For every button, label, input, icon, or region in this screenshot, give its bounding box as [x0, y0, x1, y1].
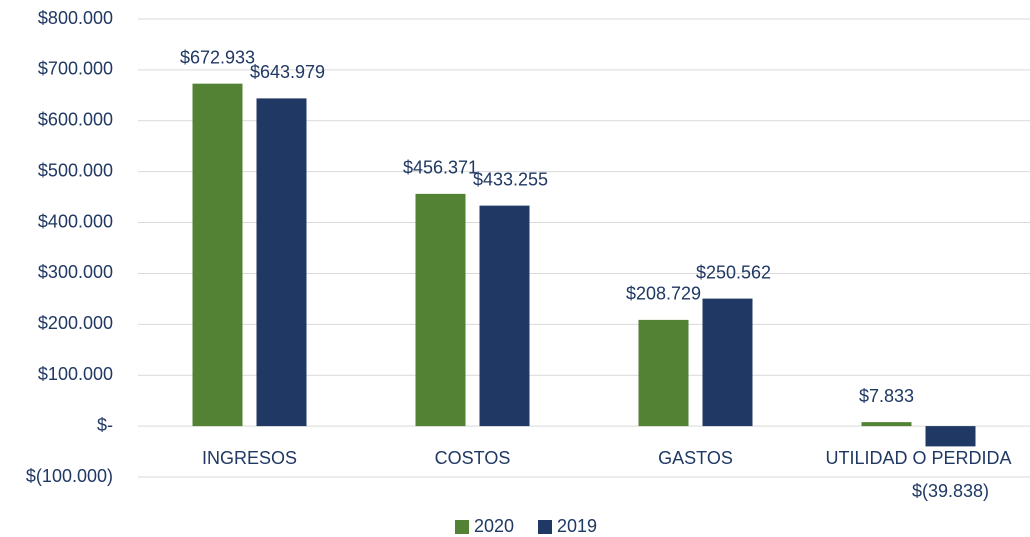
- legend-label: 2019: [557, 516, 597, 536]
- bar: [256, 98, 307, 427]
- legend-swatch: [455, 520, 469, 534]
- bar: [925, 426, 976, 447]
- y-tick-label: $300.000: [38, 262, 113, 282]
- y-tick-label: $500.000: [38, 160, 113, 180]
- data-label: $7.833: [859, 386, 914, 406]
- data-label: $(39.838): [912, 481, 989, 501]
- bar: [861, 422, 912, 427]
- data-label: $456.371: [403, 158, 478, 178]
- y-tick-label: $-: [97, 415, 113, 435]
- data-label: $672.933: [180, 47, 255, 67]
- data-label: $208.729: [626, 284, 701, 304]
- data-label: $250.562: [696, 262, 771, 282]
- data-label: $433.255: [473, 169, 548, 189]
- y-tick-label: $800.000: [38, 8, 113, 28]
- bar: [192, 83, 243, 427]
- y-tick-label: $400.000: [38, 211, 113, 231]
- x-tick-label: INGRESOS: [202, 448, 297, 468]
- data-label: $643.979: [250, 62, 325, 82]
- bar: [702, 298, 753, 427]
- legend-swatch: [538, 520, 552, 534]
- bar: [638, 319, 689, 427]
- x-tick-label: GASTOS: [658, 448, 733, 468]
- y-tick-label: $600.000: [38, 110, 113, 130]
- y-tick-label: $(100.000): [26, 466, 113, 486]
- x-tick-label: UTILIDAD O PERDIDA: [825, 448, 1011, 468]
- y-tick-label: $700.000: [38, 59, 113, 79]
- x-tick-label: COSTOS: [435, 448, 511, 468]
- legend-label: 2020: [474, 516, 514, 536]
- bar: [415, 193, 466, 427]
- bar: [479, 205, 530, 427]
- y-tick-label: $200.000: [38, 313, 113, 333]
- y-tick-label: $100.000: [38, 364, 113, 384]
